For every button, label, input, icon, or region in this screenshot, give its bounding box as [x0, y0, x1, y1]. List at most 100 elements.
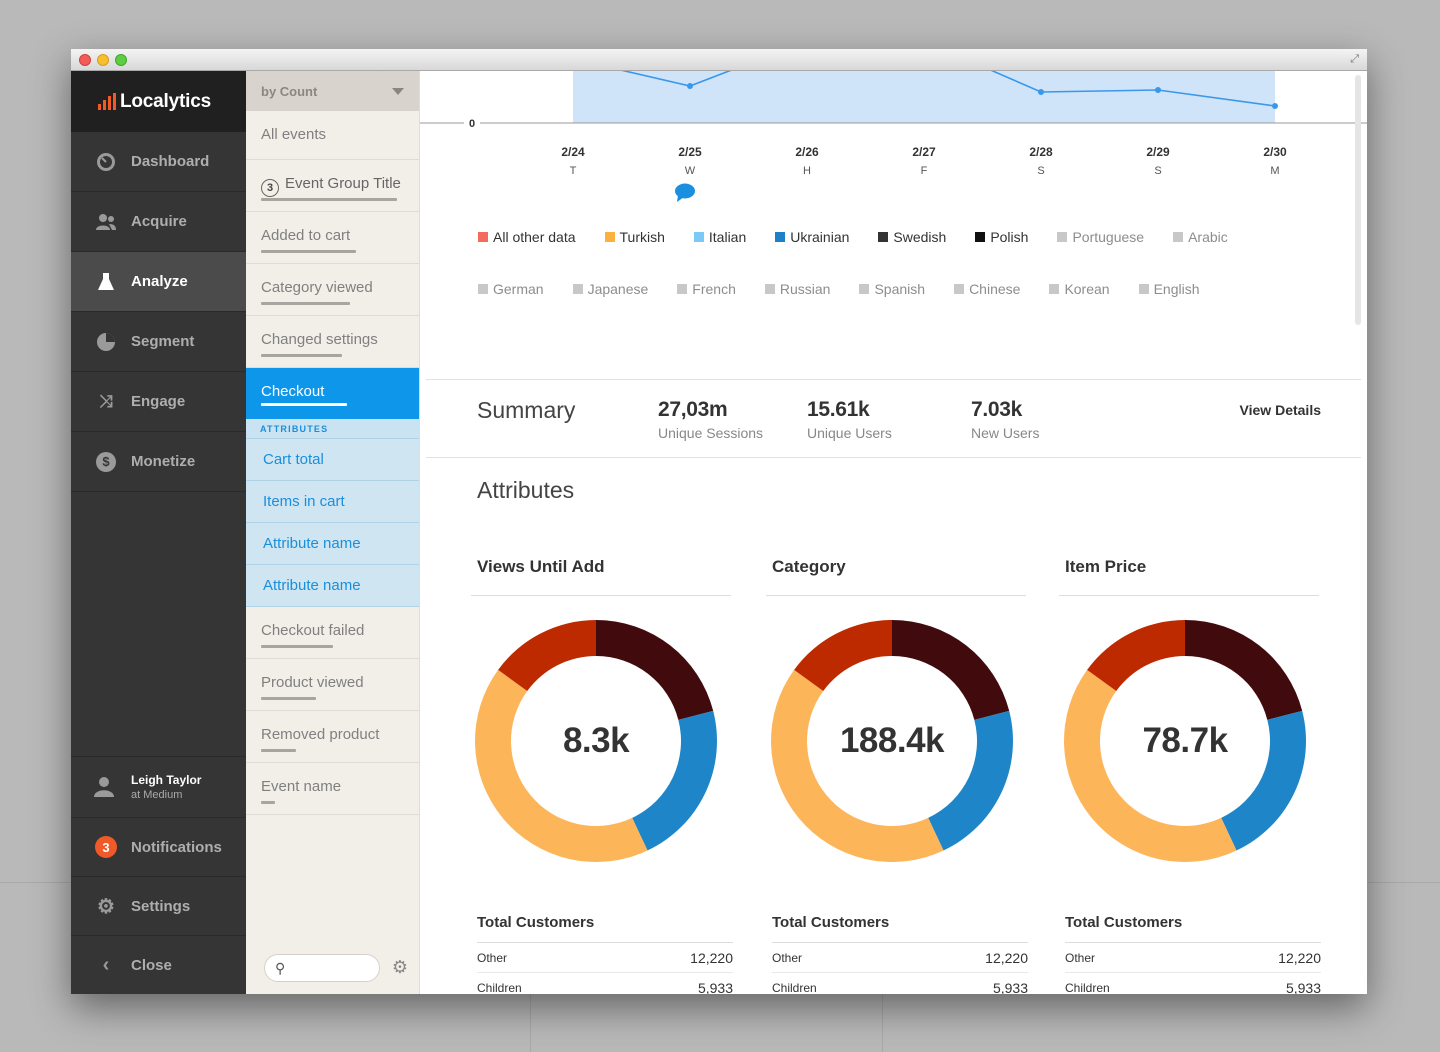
close-window-button[interactable]: [79, 54, 91, 66]
table-row[interactable]: Children 5,933: [477, 973, 733, 995]
legend-label: All other data: [493, 229, 576, 245]
legend-swatch: [1173, 232, 1184, 242]
legend-entry[interactable]: Spanish: [859, 281, 925, 297]
row-value: 12,220: [985, 949, 1028, 966]
legend-entry[interactable]: Polish: [975, 229, 1028, 245]
event-count-bar: [261, 302, 350, 305]
event-item[interactable]: Event name: [246, 763, 419, 815]
row-label: Other: [477, 950, 508, 965]
stat-label: New Users: [971, 425, 1040, 441]
event-item[interactable]: Changed settings: [246, 316, 419, 368]
table-title: Total Customers: [1065, 914, 1183, 931]
donut-slice[interactable]: [1185, 620, 1303, 720]
user-profile[interactable]: Leigh Taylor at Medium: [71, 756, 246, 818]
logo[interactable]: Localytics: [71, 71, 246, 132]
x-tick-label: 2/28 S: [1011, 145, 1071, 177]
x-tick-label: 2/25 W: [660, 145, 720, 177]
donut-slice[interactable]: [771, 669, 944, 862]
event-item-all[interactable]: All events: [246, 111, 419, 160]
scrollbar[interactable]: [1355, 75, 1361, 325]
event-group[interactable]: 3 Event Group Title: [246, 160, 419, 212]
legend-entry[interactable]: Swedish: [878, 229, 946, 245]
donut-slice[interactable]: [1221, 710, 1307, 851]
event-item[interactable]: Category viewed: [246, 264, 419, 316]
donut-slice[interactable]: [498, 620, 596, 692]
legend-entry[interactable]: Ukrainian: [775, 229, 849, 245]
donut-center-value: 8.3k: [562, 721, 630, 760]
legend-entry[interactable]: Japanese: [572, 281, 648, 297]
y-tick-label: 0: [469, 118, 475, 130]
table-row[interactable]: Children 5,933: [1065, 973, 1321, 995]
legend-entry[interactable]: English: [1138, 281, 1200, 297]
attribute-item[interactable]: Attribute name: [246, 523, 419, 565]
table-row[interactable]: Other 12,220: [1065, 943, 1321, 973]
table-row[interactable]: Other 12,220: [772, 943, 1028, 973]
legend-entry[interactable]: Italian: [693, 229, 746, 245]
logo-bars-icon: [98, 93, 116, 110]
donut-slice[interactable]: [632, 710, 718, 851]
donut-chart[interactable]: 188.4k: [770, 619, 1014, 863]
event-search-input[interactable]: ⚲: [264, 954, 380, 982]
event-item-selected[interactable]: Checkout: [246, 368, 419, 419]
event-item[interactable]: Product viewed: [246, 659, 419, 711]
legend-entry[interactable]: German: [478, 281, 544, 297]
legend-label: Chinese: [969, 281, 1021, 297]
summary-title: Summary: [477, 397, 576, 423]
donut-slice[interactable]: [1064, 669, 1237, 862]
nav-item-segment[interactable]: Segment: [71, 312, 246, 372]
donut-slice[interactable]: [794, 620, 892, 692]
nav-item-notifications[interactable]: 3 Notifications: [71, 818, 246, 877]
row-label: Other: [772, 950, 803, 965]
stat-unique-users: 15.61k Unique Users: [807, 398, 892, 441]
donut-slice[interactable]: [475, 669, 648, 862]
attribute-column-title: Category: [772, 557, 846, 576]
attribute-item[interactable]: Items in cart: [246, 481, 419, 523]
fullscreen-icon[interactable]: ⤢: [1350, 53, 1359, 65]
nav-label: Dashboard: [131, 153, 210, 170]
area-chart: 0: [420, 71, 1367, 130]
table-row[interactable]: Other 12,220: [477, 943, 733, 973]
gear-icon: ⚙: [97, 895, 115, 918]
donut-slice[interactable]: [892, 620, 1010, 720]
donut-chart[interactable]: 78.7k: [1063, 619, 1307, 863]
row-value: 5,933: [1285, 979, 1321, 995]
row-label: Children: [772, 980, 817, 995]
nav-item-settings[interactable]: ⚙ Settings: [71, 877, 246, 936]
zoom-window-button[interactable]: [115, 54, 127, 66]
legend-entry[interactable]: All other data: [478, 229, 576, 245]
view-details-link[interactable]: View Details: [1239, 402, 1321, 418]
nav-item-engage[interactable]: ⤨ Engage: [71, 372, 246, 432]
event-item[interactable]: Added to cart: [246, 212, 419, 264]
nav-item-monetize[interactable]: $ Monetize: [71, 432, 246, 492]
annotation-marker-icon[interactable]: [674, 183, 696, 203]
legend-entry[interactable]: Russian: [764, 281, 830, 297]
total-customers-table: Total Customers Other 12,220 Children 5,933: [1065, 914, 1321, 994]
table-title: Total Customers: [477, 914, 595, 931]
donut-chart[interactable]: 8.3k: [474, 619, 718, 863]
legend-entry[interactable]: Portuguese: [1057, 229, 1144, 245]
event-item[interactable]: Checkout failed: [246, 607, 419, 659]
nav-item-dashboard[interactable]: Dashboard: [71, 132, 246, 192]
nav-item-acquire[interactable]: Acquire: [71, 192, 246, 252]
table-row[interactable]: Children 5,933: [772, 973, 1028, 995]
minimize-window-button[interactable]: [97, 54, 109, 66]
list-settings-gear-icon[interactable]: ⚙: [391, 957, 408, 977]
attribute-item[interactable]: Cart total: [246, 439, 419, 481]
legend-entry[interactable]: Turkish: [604, 229, 665, 245]
legend-entry[interactable]: Arabic: [1173, 229, 1228, 245]
attribute-column-header: Views Until Add: [471, 557, 731, 596]
event-label: Removed product: [261, 726, 380, 743]
nav-item-analyze[interactable]: Analyze: [71, 252, 246, 312]
legend-entry[interactable]: Korean: [1049, 281, 1110, 297]
event-item[interactable]: Removed product: [246, 711, 419, 763]
donut-slice[interactable]: [596, 620, 714, 720]
attribute-item[interactable]: Attribute name: [246, 565, 419, 607]
legend-entry[interactable]: Chinese: [954, 281, 1020, 297]
nav-item-close[interactable]: ‹ Close: [71, 936, 246, 994]
x-tick-date: 2/27: [912, 145, 936, 159]
donut-slice[interactable]: [928, 710, 1014, 851]
donut-slice[interactable]: [1087, 620, 1185, 692]
legend-entry[interactable]: French: [677, 281, 736, 297]
y-tick-bg: [464, 116, 480, 130]
sort-dropdown[interactable]: by Count: [246, 71, 419, 111]
